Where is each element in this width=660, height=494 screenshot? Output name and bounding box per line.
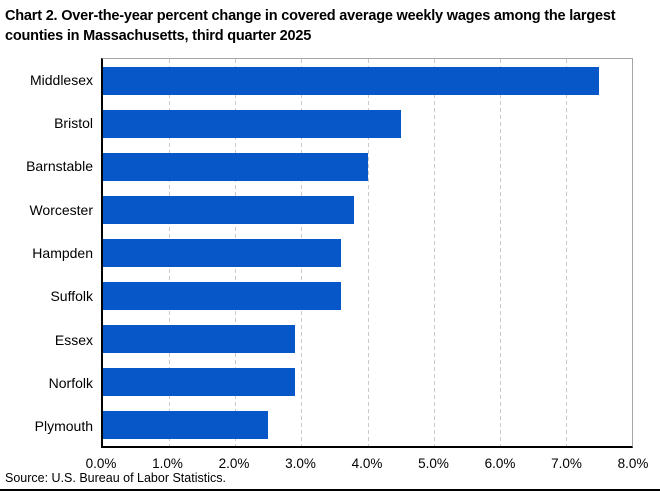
bar-row: [103, 102, 632, 145]
bar-plymouth: [103, 410, 269, 439]
category-label-hampden: Hampden: [32, 244, 93, 261]
category-label-suffolk: Suffolk: [50, 288, 93, 305]
x-tick-label: 2.0%: [218, 456, 250, 471]
bar-middlesex: [103, 66, 599, 95]
bar-barnstable: [103, 152, 368, 181]
bar-hampden: [103, 238, 342, 267]
x-tick-label: 1.0%: [152, 456, 183, 471]
gridline: [367, 59, 369, 446]
category-label-worcester: Worcester: [29, 201, 93, 218]
bar-rows: [103, 59, 632, 446]
bar-suffolk: [103, 281, 342, 310]
gridline: [565, 59, 567, 446]
bar-row: [103, 231, 632, 274]
category-label-middlesex: Middlesex: [29, 71, 93, 88]
bar-row: [103, 274, 632, 317]
x-tick-label: 7.0%: [551, 456, 582, 471]
bar-norfolk: [103, 367, 295, 396]
gridline: [499, 59, 501, 446]
x-tick-label: 6.0%: [484, 456, 516, 471]
chart-title: Chart 2. Over-the-year percent change in…: [5, 8, 616, 44]
category-label-barnstable: Barnstable: [26, 158, 93, 175]
category-label-plymouth: Plymouth: [34, 418, 93, 435]
x-tick-label: 0.0%: [85, 456, 117, 471]
bar-row: [103, 360, 632, 403]
x-tick-label: 3.0%: [285, 456, 316, 471]
category-label-essex: Essex: [54, 331, 93, 348]
category-label-norfolk: Norfolk: [48, 374, 93, 391]
x-tick-label: 8.0%: [617, 456, 649, 471]
category-label-bristol: Bristol: [54, 114, 93, 131]
bar-worcester: [103, 195, 355, 224]
bar-row: [103, 188, 632, 231]
bar-row: [103, 317, 632, 360]
bar-essex: [103, 324, 295, 353]
source-note: Source: U.S. Bureau of Labor Statistics.: [5, 471, 226, 485]
gridline: [433, 59, 435, 446]
bar-bristol: [103, 109, 401, 138]
x-tick-label: 5.0%: [418, 456, 449, 471]
bar-row: [103, 403, 632, 446]
plot-area: [101, 58, 633, 448]
x-tick-label: 4.0%: [351, 456, 383, 471]
bottom-border: [0, 489, 660, 491]
bar-row: [103, 59, 632, 102]
y-axis-labels: Middlesex Bristol Barnstable Worcester Hampd…: [0, 58, 93, 448]
bar-row: [103, 145, 632, 188]
